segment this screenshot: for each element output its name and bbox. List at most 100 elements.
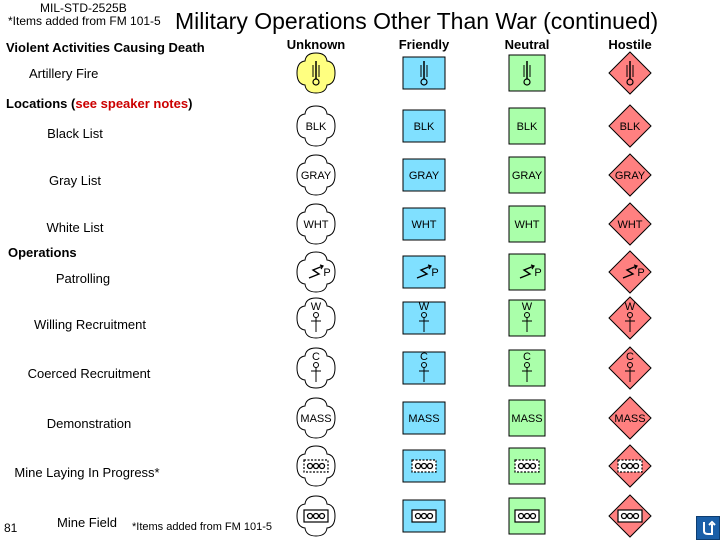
symbol-mine-field-friendly [397, 494, 451, 538]
symbol-demonstration-unknown: MASS [289, 396, 343, 440]
symbol-text: P [534, 267, 541, 279]
symbol-text: P [323, 267, 330, 279]
row-label-mine-laying: Mine Laying In Progress* [14, 465, 160, 480]
column-header-hostile: Hostile [608, 37, 652, 52]
symbol-text: C [523, 351, 531, 363]
row-label-willing-recruitment: Willing Recruitment [34, 317, 146, 332]
speaker-notes-link[interactable]: see speaker notes [75, 96, 189, 111]
symbol-demonstration-neutral: MASS [500, 396, 554, 440]
symbol-coerced-recruitment-unknown: C [289, 346, 343, 390]
footer-note: *Items added from FM 101-5 [132, 521, 273, 533]
symbol-patrolling-unknown: P [289, 250, 343, 294]
symbol-black-list-unknown: BLK [289, 104, 343, 148]
symbol-gray-list-friendly: GRAY [397, 153, 451, 197]
symbol-text: GRAY [615, 170, 646, 182]
symbol-black-list-hostile: BLK [603, 104, 657, 148]
symbol-text: C [312, 351, 320, 363]
symbol-demonstration-hostile: MASS [603, 396, 657, 440]
return-button[interactable] [696, 516, 720, 540]
mine-glyph [514, 509, 540, 523]
symbol-white-list-unknown: WHT [289, 202, 343, 246]
row-label-gray-list: Gray List [48, 173, 101, 188]
symbol-willing-recruitment-hostile: W [603, 296, 657, 340]
symbol-coerced-recruitment-neutral: C [500, 346, 554, 390]
symbol-text: GRAY [512, 170, 543, 182]
column-header-unknown: Unknown [286, 37, 346, 52]
symbol-mine-laying-unknown [289, 444, 343, 488]
symbol-mine-field-hostile [603, 494, 657, 538]
symbol-artillery-fire-hostile [603, 51, 657, 95]
row-label-demonstration: Demonstration [46, 416, 132, 431]
row-label-white-list: White List [46, 220, 104, 235]
mine-glyph [303, 509, 329, 523]
hostile-frame [608, 396, 652, 440]
friendly-frame [402, 109, 446, 143]
neutral-frame [508, 156, 546, 194]
mine-glyph [617, 459, 643, 473]
symbol-text: P [431, 267, 438, 279]
symbol-demonstration-friendly: MASS [397, 396, 451, 440]
row-label-patrolling: Patrolling [55, 271, 111, 286]
symbol-text: GRAY [409, 170, 440, 182]
symbol-black-list-neutral: BLK [500, 104, 554, 148]
hostile-frame [608, 104, 652, 148]
unknown-frame [296, 397, 336, 439]
symbol-gray-list-hostile: GRAY [603, 153, 657, 197]
symbol-artillery-fire-neutral [500, 51, 554, 95]
unknown-frame [296, 445, 336, 487]
symbol-text: BLK [620, 121, 641, 133]
symbol-mine-field-neutral [500, 494, 554, 538]
neutral-frame [508, 205, 546, 243]
row-label-coerced-recruitment: Coerced Recruitment [27, 366, 151, 381]
hostile-frame [608, 202, 652, 246]
symbol-mine-field-unknown [289, 494, 343, 538]
symbol-text: W [419, 301, 430, 313]
symbol-text: MASS [300, 413, 331, 425]
symbol-text: MASS [511, 413, 542, 425]
unknown-frame [296, 347, 336, 389]
symbol-text: GRAY [301, 170, 332, 182]
mine-glyph [411, 459, 437, 473]
symbol-willing-recruitment-unknown: W [289, 296, 343, 340]
mine-glyph [411, 509, 437, 523]
unknown-frame [296, 154, 336, 196]
symbol-text: W [625, 301, 636, 313]
return-arrow-icon [703, 520, 716, 535]
symbol-text: BLK [517, 121, 538, 133]
first-column-header: Violent Activities Causing Death [6, 40, 205, 55]
unknown-frame [296, 251, 336, 293]
symbol-text: MASS [408, 413, 439, 425]
column-header-neutral: Neutral [504, 37, 550, 52]
symbol-white-list-friendly: WHT [397, 202, 451, 246]
neutral-frame [508, 399, 546, 437]
symbol-text: MASS [614, 413, 645, 425]
symbol-text: WHT [514, 219, 539, 231]
unknown-frame [296, 105, 336, 147]
page-title: Military Operations Other Than War (cont… [175, 8, 659, 34]
symbol-gray-list-neutral: GRAY [500, 153, 554, 197]
friendly-frame [402, 158, 446, 192]
mine-glyph [514, 459, 540, 473]
symbol-text: C [626, 351, 634, 363]
symbol-coerced-recruitment-friendly: C [397, 346, 451, 390]
row-label-mine-field: Mine Field [57, 515, 117, 530]
symbol-text: WHT [617, 219, 642, 231]
symbol-mine-laying-neutral [500, 444, 554, 488]
doc-id: MIL-STD-2525B [40, 1, 127, 15]
hostile-frame [608, 153, 652, 197]
symbol-text: W [311, 301, 322, 313]
symbol-white-list-hostile: WHT [603, 202, 657, 246]
symbol-gray-list-unknown: GRAY [289, 153, 343, 197]
unknown-frame [296, 203, 336, 245]
symbol-text: BLK [414, 121, 435, 133]
friendly-frame [402, 401, 446, 435]
symbol-text: P [637, 267, 644, 279]
symbol-text: WHT [411, 219, 436, 231]
symbol-willing-recruitment-friendly: W [397, 296, 451, 340]
symbol-text: BLK [306, 121, 327, 133]
symbol-patrolling-friendly: P [397, 250, 451, 294]
symbol-coerced-recruitment-hostile: C [603, 346, 657, 390]
symbol-text: W [522, 301, 533, 313]
symbol-artillery-fire-friendly [397, 51, 451, 95]
symbol-black-list-friendly: BLK [397, 104, 451, 148]
